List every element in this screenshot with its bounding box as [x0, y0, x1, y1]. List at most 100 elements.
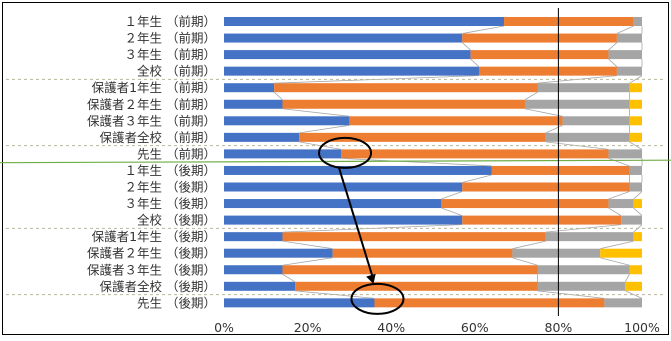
bar-segment-3	[545, 132, 630, 142]
bar-segment-3	[629, 165, 642, 175]
bar-segment-1	[224, 182, 463, 192]
series-connector-line	[282, 108, 350, 117]
bar-segment-1	[224, 298, 375, 308]
category-label: １年生 （後期）	[125, 163, 216, 178]
series-connector-line	[524, 108, 563, 117]
bar-segment-1	[224, 83, 275, 93]
annotation-arrow-head	[366, 273, 376, 284]
bar-segment-4	[629, 99, 642, 109]
series-connector-line	[461, 42, 471, 51]
annotation-circle-start	[318, 136, 373, 169]
bar-segment-1	[224, 165, 492, 175]
category-label: ３年生 （後期）	[125, 196, 216, 211]
bar-segment-2	[470, 50, 609, 60]
series-connector-line	[600, 257, 630, 266]
bar-segment-3	[562, 116, 630, 126]
bar-segment-3	[633, 17, 642, 26]
bar-segment-1	[224, 50, 471, 60]
bar-segment-3	[629, 182, 642, 192]
category-label: 全校 （後期）	[137, 213, 216, 228]
series-connector-line	[629, 141, 643, 150]
bar-segment-2	[341, 149, 609, 159]
x-tick-label: 80%	[545, 320, 573, 335]
series-connector-line	[524, 91, 538, 101]
bar-segment-3	[524, 99, 630, 109]
bar-segment-2	[491, 165, 630, 175]
series-connector-line	[512, 257, 538, 266]
chart-frame	[2, 2, 669, 335]
bar-segment-2	[478, 66, 617, 76]
bar-segment-3	[616, 66, 642, 76]
category-label: ２年生 （前期）	[125, 31, 216, 46]
series-connector-line	[282, 240, 333, 250]
bar-segment-1	[224, 17, 505, 26]
category-label: 保護者３年生 （前期）	[87, 113, 216, 128]
category-label: ３年生 （前期）	[125, 47, 216, 62]
bar-segment-1	[224, 66, 479, 76]
bar-segment-4	[629, 132, 642, 142]
x-tick-label: 60%	[461, 320, 489, 335]
term-separator-green	[0, 159, 671, 164]
x-tick-label: 40%	[377, 320, 405, 335]
bar-segment-3	[621, 215, 642, 225]
bar-segment-3	[604, 298, 642, 308]
bar-segment-2	[274, 83, 538, 93]
series-connector-line	[282, 257, 333, 266]
bar-segment-1	[224, 248, 333, 258]
bar-segment-1	[224, 116, 350, 126]
series-connector-line	[600, 240, 634, 250]
bar-segment-1	[224, 99, 283, 109]
bar-segment-3	[512, 248, 601, 258]
bar-segment-2	[441, 199, 609, 209]
bar-segment-2	[282, 232, 546, 242]
category-label: 全校 （前期）	[137, 64, 216, 79]
series-connector-line	[282, 273, 296, 283]
bar-segment-1	[224, 33, 463, 43]
series-connector-line	[545, 124, 563, 134]
series-connector-line	[462, 25, 505, 34]
bar-segment-4	[633, 199, 642, 209]
bar-segment-2	[349, 116, 563, 126]
category-label: 先生 （前期）	[137, 146, 216, 161]
category-label: 保護者全校 （前期）	[100, 130, 216, 145]
category-label: １年生 （前期）	[125, 14, 216, 29]
bar-segment-3	[545, 232, 634, 242]
series-connector-line	[299, 124, 350, 134]
series-connector-line	[274, 75, 479, 84]
bar-segment-3	[608, 199, 634, 209]
category-label: 保護者全校 （後期）	[100, 279, 216, 294]
bar-segment-1	[224, 215, 463, 225]
annotation-arrow-shaft	[338, 167, 375, 281]
series-connector-line	[608, 158, 630, 167]
bar-segment-1	[224, 232, 283, 242]
bar-segment-1	[224, 132, 300, 142]
x-tick-label: 100%	[624, 320, 660, 335]
series-connector-line	[441, 207, 463, 216]
bar-segment-1	[224, 281, 296, 291]
series-connector-line	[462, 174, 492, 183]
series-connector-line	[441, 191, 463, 200]
bar-segment-3	[537, 281, 626, 291]
bar-segment-3	[537, 83, 630, 93]
bar-segment-3	[608, 149, 642, 159]
bar-segment-4	[625, 281, 642, 291]
bar-segment-4	[633, 232, 642, 242]
series-connector-line	[273, 91, 283, 101]
category-label: 先生 （後期）	[137, 295, 216, 310]
series-connector-line	[633, 207, 643, 216]
bar-segment-3	[608, 50, 642, 60]
series-connector-line	[629, 75, 643, 84]
bar-segment-2	[295, 281, 538, 291]
annotation-circle-end	[350, 282, 405, 315]
bar-segment-4	[629, 265, 642, 275]
category-label: 保護者1年生 （後期）	[92, 229, 216, 244]
bar-segment-2	[462, 33, 617, 43]
bar-segment-2	[504, 17, 634, 26]
bar-segment-2	[462, 182, 630, 192]
series-connector-line	[633, 191, 643, 200]
series-connector-line	[625, 290, 643, 299]
bar-segment-2	[282, 265, 538, 275]
bar-segment-4	[600, 248, 642, 258]
bar-segment-2	[374, 298, 605, 308]
